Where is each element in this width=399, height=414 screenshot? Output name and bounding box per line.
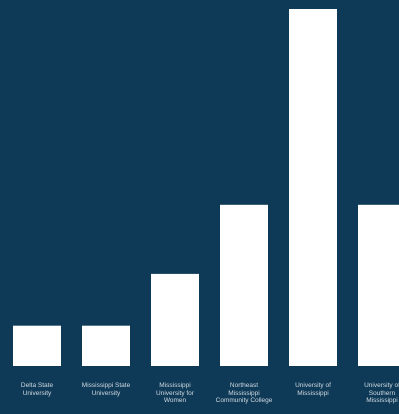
x-tick-label: University of Southern Mississippi — [364, 382, 399, 404]
bar — [289, 9, 337, 366]
bars-group — [13, 9, 399, 366]
bar — [151, 273, 199, 366]
x-tick-label: University of Mississippi — [295, 382, 331, 397]
bar — [82, 325, 130, 366]
bar — [358, 204, 399, 366]
x-tick-label: Mississippi University for Women — [156, 382, 194, 404]
bar — [220, 204, 268, 366]
x-tick-label: Delta State University — [20, 382, 54, 397]
bar — [13, 325, 61, 366]
x-tick-label: Mississippi State University — [81, 382, 131, 397]
x-tick-label: Northeast Mississippi Community College — [215, 382, 273, 404]
